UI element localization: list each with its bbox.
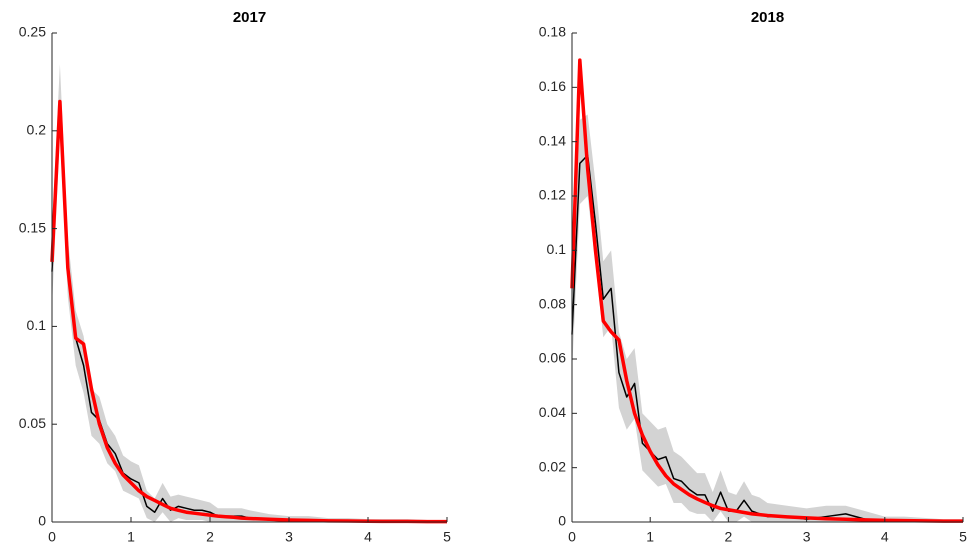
- x-tick-label: 1: [646, 529, 654, 545]
- y-tick-label: 0.16: [539, 78, 566, 94]
- y-tick-label: 0.04: [539, 404, 566, 420]
- y-tick-label: 0: [558, 513, 566, 529]
- y-tick-label: 0.25: [19, 24, 46, 40]
- chart-title: 2018: [751, 9, 784, 26]
- y-tick-label: 0.1: [27, 317, 47, 333]
- x-tick-label: 4: [881, 529, 889, 545]
- x-tick-label: 1: [127, 529, 135, 545]
- y-tick-label: 0: [38, 513, 46, 529]
- x-tick-label: 5: [959, 529, 967, 545]
- x-tick-label: 2: [725, 529, 733, 545]
- y-tick-label: 0.2: [27, 122, 47, 138]
- y-tick-label: 0.08: [539, 295, 566, 311]
- series-line: [50, 99, 447, 524]
- series-line: [570, 58, 963, 523]
- x-tick-label: 2: [206, 529, 214, 545]
- x-tick-label: 3: [803, 529, 811, 545]
- x-tick-label: 5: [443, 529, 451, 545]
- y-tick-label: 0.02: [539, 458, 566, 474]
- y-tick-label: 0.05: [19, 415, 46, 431]
- y-tick-label: 0.12: [539, 187, 566, 203]
- x-tick-label: 0: [568, 529, 576, 545]
- confidence-band: [572, 114, 963, 522]
- series-line: [571, 154, 963, 523]
- y-tick-label: 0.06: [539, 350, 566, 366]
- chart-title: 2017: [233, 9, 266, 26]
- y-tick-label: 0.14: [539, 132, 566, 148]
- y-tick-label: 0.1: [547, 241, 567, 257]
- y-tick-label: 0.18: [539, 24, 566, 40]
- x-tick-label: 0: [48, 529, 56, 545]
- y-tick-label: 0.15: [19, 219, 46, 235]
- x-tick-label: 4: [364, 529, 372, 545]
- x-tick-label: 3: [285, 529, 293, 545]
